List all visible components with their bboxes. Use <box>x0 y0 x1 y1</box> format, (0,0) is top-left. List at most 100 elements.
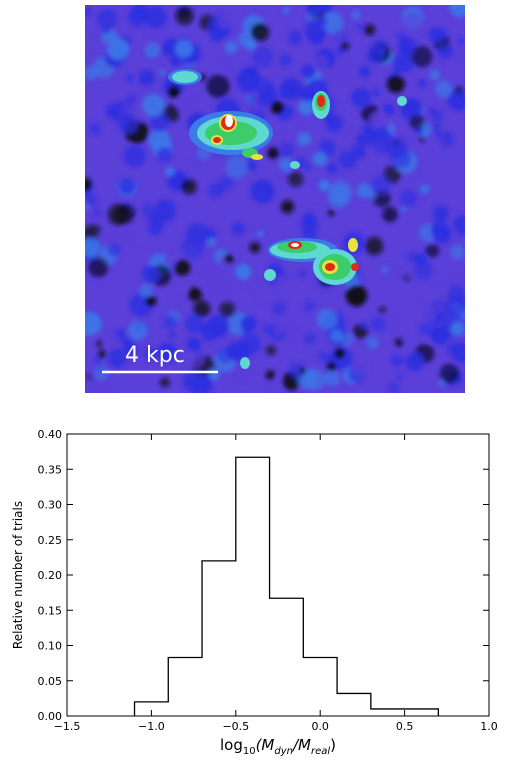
noise-speckle <box>446 341 459 355</box>
histogram-bin <box>168 657 202 716</box>
noise-speckle <box>360 322 368 329</box>
clump-contour <box>351 263 359 271</box>
noise-speckle <box>345 128 354 138</box>
noise-speckle <box>385 137 408 160</box>
noise-speckle <box>94 365 109 381</box>
noise-speckle <box>150 112 170 132</box>
noise-speckle <box>445 297 466 318</box>
noise-speckle <box>82 203 90 211</box>
noise-speckle <box>437 304 445 312</box>
noise-speckle <box>144 42 161 58</box>
noise-speckle <box>287 171 304 187</box>
noise-speckle <box>175 39 193 58</box>
noise-speckle <box>145 295 157 307</box>
noise-speckle <box>420 184 430 194</box>
noise-speckle <box>226 342 245 362</box>
noise-speckle <box>93 208 102 217</box>
noise-speckle <box>288 31 302 45</box>
noise-speckle <box>371 175 391 195</box>
noise-speckle <box>312 151 328 167</box>
clump-contour <box>264 269 276 281</box>
noise-speckle <box>168 332 176 339</box>
noise-speckle <box>153 199 177 222</box>
y-tick-label: 0.00 <box>38 710 63 723</box>
x-tick-label: 1.0 <box>480 720 498 733</box>
noise-speckle <box>107 38 130 61</box>
noise-speckle <box>399 12 424 36</box>
noise-speckle <box>340 41 350 51</box>
noise-speckle <box>176 94 196 114</box>
noise-speckle <box>439 363 460 384</box>
noise-speckle <box>212 279 229 297</box>
noise-speckle <box>350 10 361 21</box>
noise-speckle <box>146 31 160 45</box>
noise-speckle <box>186 162 197 173</box>
y-tick-label: 0.05 <box>38 675 63 688</box>
noise-speckle <box>396 374 403 381</box>
noise-speckle <box>318 179 331 192</box>
noise-speckle <box>279 142 295 159</box>
noise-speckle <box>89 123 101 135</box>
noise-speckle <box>330 329 344 343</box>
noise-speckle <box>353 361 370 378</box>
noise-speckle <box>397 31 407 42</box>
noise-speckle <box>382 103 395 116</box>
noise-speckle <box>304 332 316 345</box>
noise-speckle <box>235 263 252 280</box>
noise-speckle <box>125 74 134 83</box>
noise-speckle <box>127 222 151 247</box>
noise-speckle <box>257 230 264 237</box>
y-tick-label: 0.20 <box>38 569 63 582</box>
histogram-bin <box>371 709 405 716</box>
noise-speckle <box>329 61 352 83</box>
noise-speckle <box>374 127 390 143</box>
noise-speckle <box>280 200 294 214</box>
noise-speckle <box>139 284 153 298</box>
noise-speckle <box>317 16 328 27</box>
histogram-panel: −1.5 −1.0 −0.5 0.0 0.5 1.0 0.00 0.05 0.10 0.15 0.2… <box>0 420 505 760</box>
noise-speckle <box>94 356 102 365</box>
y-tick-label: 0.40 <box>38 428 63 441</box>
clump-contour <box>290 161 300 169</box>
noise-speckle <box>414 284 430 301</box>
noise-speckle <box>279 157 294 172</box>
noise-speckle <box>388 382 400 394</box>
histogram-bin <box>405 709 439 716</box>
noise-speckle <box>316 308 338 330</box>
noise-speckle <box>270 101 284 115</box>
noise-speckle <box>115 203 136 225</box>
emission-clump <box>312 91 330 119</box>
noise-speckle <box>302 368 326 391</box>
noise-speckle <box>401 172 420 190</box>
noise-speckle <box>284 120 299 135</box>
histogram-bin <box>202 561 236 716</box>
galaxy-map-image: 4 kpc <box>74 0 473 400</box>
noise-speckle <box>217 58 231 72</box>
noise-speckle <box>183 347 205 369</box>
noise-speckle <box>402 269 411 278</box>
noise-speckle <box>218 176 234 191</box>
noise-speckle <box>444 131 451 138</box>
noise-speckle <box>373 189 391 208</box>
noise-speckle <box>127 321 148 341</box>
noise-speckle <box>272 302 286 315</box>
histogram-chart: −1.5 −1.0 −0.5 0.0 0.5 1.0 0.00 0.05 0.10 0.15 0.2… <box>11 428 498 757</box>
noise-speckle <box>411 45 433 68</box>
noise-speckle <box>88 257 109 278</box>
clump-contour <box>213 137 221 143</box>
histogram-bin <box>270 598 304 716</box>
noise-speckle <box>141 204 154 217</box>
noise-speckle <box>250 179 275 204</box>
noise-speckle <box>364 24 376 36</box>
clump-contour <box>240 357 250 369</box>
noise-speckle <box>341 333 354 346</box>
noise-speckle <box>157 342 178 363</box>
noise-speckle <box>107 243 121 257</box>
y-tick-label: 0.25 <box>38 534 63 547</box>
noise-speckle <box>328 180 353 205</box>
y-axis-label: Relative number of trials <box>11 501 25 649</box>
noise-speckle <box>436 208 448 220</box>
noise-speckle <box>371 88 381 97</box>
noise-speckle <box>188 287 203 302</box>
noise-speckle <box>356 183 372 199</box>
